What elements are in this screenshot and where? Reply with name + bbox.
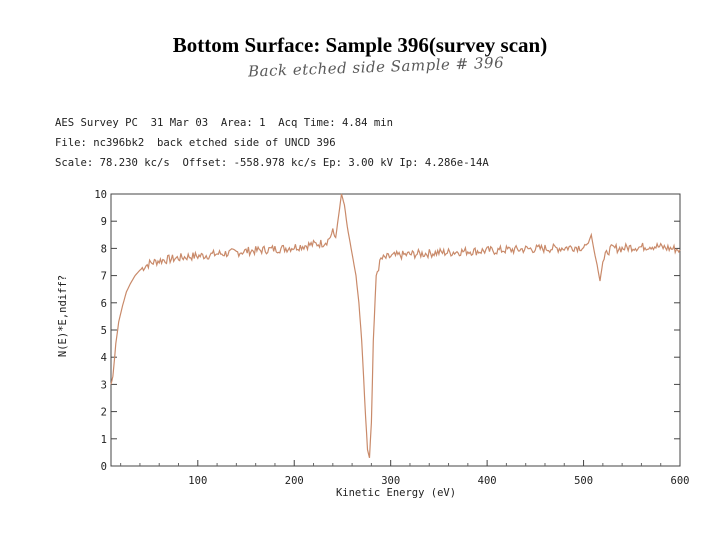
series-line bbox=[110, 193, 681, 458]
x-axis-label: Kinetic Energy (eV) bbox=[336, 487, 456, 499]
y-tick-label: 6 bbox=[101, 298, 107, 310]
x-axis: 100 200 300 400 500 600 bbox=[120, 460, 690, 487]
header-line-2: File: nc396bk2 back etched side of UNCD … bbox=[55, 137, 336, 149]
y-tick-label: 10 bbox=[94, 189, 107, 201]
y-tick-label: 8 bbox=[101, 243, 107, 255]
x-tick-label: 500 bbox=[574, 475, 593, 487]
y-tick-label: 9 bbox=[101, 216, 107, 228]
y-tick-label: 7 bbox=[101, 271, 107, 283]
y-tick-label: 3 bbox=[101, 379, 107, 391]
plot-frame bbox=[110, 193, 681, 467]
y-axis: 0 1 2 3 4 5 6 7 8 9 10 bbox=[94, 189, 680, 473]
x-tick-label: 100 bbox=[188, 475, 207, 487]
y-tick-label: 1 bbox=[101, 434, 107, 446]
x-tick-label: 200 bbox=[285, 475, 304, 487]
y-tick-label: 4 bbox=[101, 352, 107, 364]
x-tick-label: 400 bbox=[478, 475, 497, 487]
y-tick-label: 5 bbox=[101, 325, 107, 337]
y-axis-label: N(E)*E,ndiff? bbox=[57, 275, 69, 357]
page-title: Bottom Surface: Sample 396(survey scan) bbox=[172, 33, 548, 57]
y-tick-label: 2 bbox=[101, 407, 107, 419]
x-tick-label: 300 bbox=[381, 475, 400, 487]
header-line-3: Scale: 78.230 kc/s Offset: -558.978 kc/s… bbox=[55, 157, 489, 169]
y-tick-label: 0 bbox=[101, 461, 107, 473]
x-tick-label: 600 bbox=[671, 475, 690, 487]
header-line-1: AES Survey PC 31 Mar 03 Area: 1 Acq Time… bbox=[55, 117, 394, 129]
